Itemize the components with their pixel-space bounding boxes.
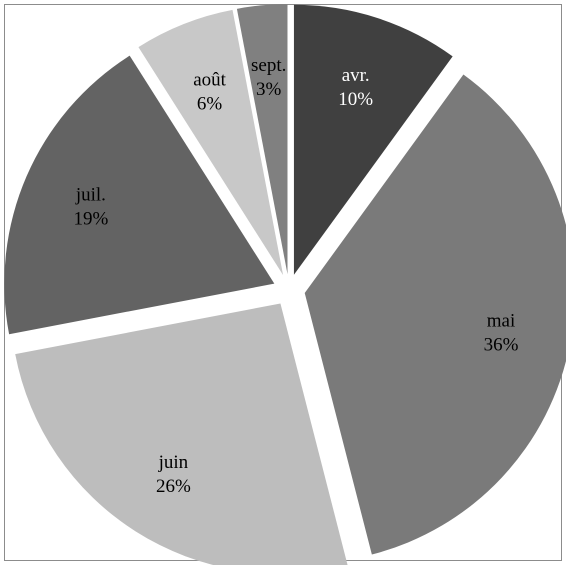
slice-percent-juil: 19% — [73, 208, 108, 229]
slice-category-sept: sept. — [251, 55, 286, 76]
pie-slice-sept — [236, 4, 288, 275]
slice-percent-sept: 3% — [256, 79, 282, 100]
slice-label-juin: juin 26% — [156, 452, 191, 497]
slice-category-mai: mai — [487, 310, 516, 331]
slice-percent-aot: 6% — [197, 93, 223, 114]
slice-category-juin: juin — [158, 452, 189, 473]
pie-slice-aot — [138, 9, 284, 276]
slice-category-aot: août — [193, 69, 226, 90]
slice-percent-mai: 36% — [484, 334, 519, 355]
pie-slice-avr — [293, 4, 453, 275]
pie-slice-juin — [15, 303, 348, 565]
slice-label-avr: avr. 10% — [338, 65, 373, 110]
slice-percent-avr: 10% — [338, 89, 373, 110]
pie-slice-mai — [304, 74, 566, 555]
slice-label-sept: sept. 3% — [251, 55, 286, 100]
slice-percent-juin: 26% — [156, 476, 191, 497]
slice-category-juil: juil. — [75, 184, 106, 205]
slice-label-aot: août 6% — [193, 69, 226, 114]
slice-label-juil: juil. 19% — [73, 184, 108, 229]
slice-category-avr: avr. — [342, 65, 370, 86]
pie-slice-juil — [4, 55, 275, 335]
slice-label-mai: mai 36% — [484, 310, 519, 355]
